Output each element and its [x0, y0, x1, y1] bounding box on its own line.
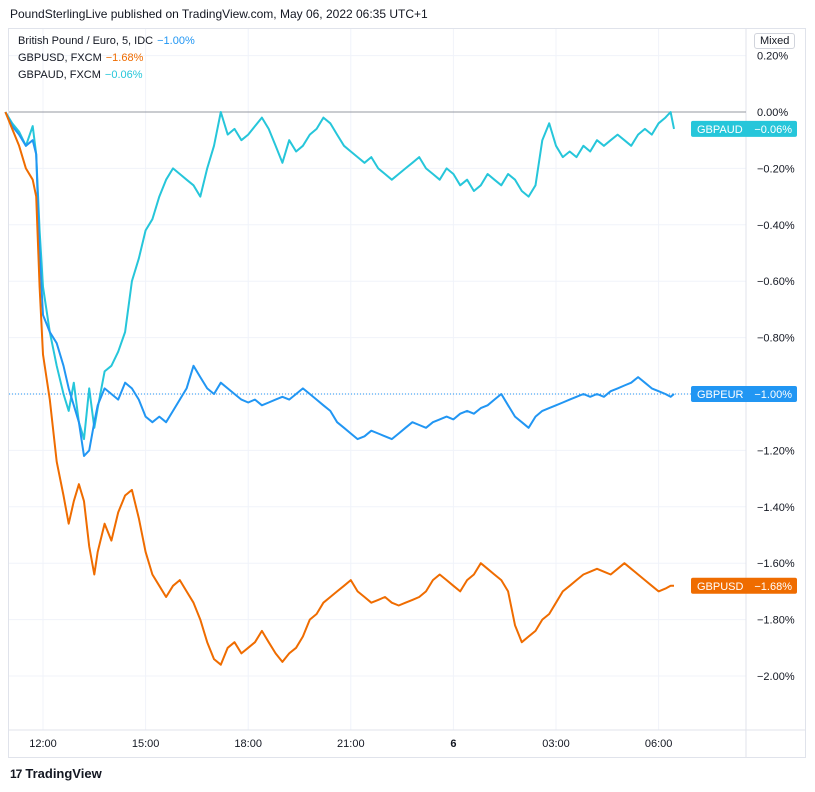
- y-tick-label: −0.80%: [757, 333, 795, 345]
- chart-frame: [8, 28, 806, 758]
- price-tag-bg: [691, 120, 797, 137]
- x-tick-label: 06:00: [645, 738, 673, 750]
- legend-row-gbpusd[interactable]: GBPUSD, FXCM −1.68%: [18, 50, 195, 67]
- tradingview-logo-icon: 17: [10, 766, 22, 781]
- price-tag-bg: [691, 577, 797, 594]
- tradingview-footer[interactable]: 17 TradingView: [10, 766, 102, 781]
- price-tag-bg: [691, 386, 797, 402]
- legend-row-gbpaud[interactable]: GBPAUD, FXCM −0.06%: [18, 67, 195, 84]
- x-tick-label: 6: [450, 738, 456, 750]
- y-tick-label: −0.40%: [757, 220, 795, 232]
- y-tick-label: −1.60%: [757, 558, 795, 570]
- series-line-gbpusd[interactable]: [4, 111, 674, 666]
- brand-label: TradingView: [25, 766, 102, 781]
- y-tick-label: −1.80%: [757, 615, 795, 627]
- legend-value: −0.06%: [104, 69, 143, 81]
- x-tick-label: 12:00: [29, 738, 57, 750]
- scale-mode-button[interactable]: Mixed: [754, 33, 796, 49]
- series-line-gbpeur[interactable]: [4, 111, 675, 457]
- legend-value: −1.00%: [157, 35, 195, 47]
- publisher-header: PoundSterlingLive published on TradingVi…: [10, 7, 428, 21]
- y-tick-label: −1.20%: [757, 445, 795, 457]
- price-tag-gbpusd: GBPUSD −1.68%: [691, 577, 797, 594]
- legend-label: GBPAUD, FXCM: [18, 69, 101, 81]
- y-tick-label: −1.40%: [757, 502, 795, 514]
- x-axis: 12:00 15:00 18:00 21:00 6 03:00 06:00: [29, 738, 672, 750]
- legend-value: −1.68%: [105, 52, 144, 64]
- price-tag-gbpeur: GBPEUR −1.00%: [691, 386, 797, 402]
- price-tag-value: −1.00%: [754, 389, 792, 401]
- legend-label: GBPUSD, FXCM: [18, 52, 102, 64]
- price-tag-symbol: GBPEUR: [697, 389, 744, 401]
- price-tags: GBPAUD −0.06% GBPEUR −1.00% GBPUSD −1.68%: [691, 120, 797, 594]
- y-tick-label: 0.20%: [757, 51, 788, 63]
- price-tag-symbol: GBPAUD: [697, 124, 743, 136]
- price-tag-value: −0.06%: [754, 124, 792, 136]
- chart-legend: British Pound / Euro, 5, IDC −1.00% GBPUS…: [18, 33, 195, 84]
- x-tick-label: 21:00: [337, 738, 365, 750]
- legend-row-gbpeur[interactable]: British Pound / Euro, 5, IDC −1.00%: [18, 33, 195, 50]
- y-tick-label: 0.00%: [757, 107, 788, 119]
- y-tick-label: −0.20%: [757, 163, 795, 175]
- price-tag-value: −1.68%: [754, 581, 792, 593]
- y-tick-label: −2.00%: [757, 671, 795, 683]
- x-tick-label: 15:00: [132, 738, 160, 750]
- legend-label: British Pound / Euro, 5, IDC: [18, 35, 154, 47]
- chart-grid: [9, 29, 806, 758]
- x-tick-label: 18:00: [234, 738, 262, 750]
- y-tick-label: −0.60%: [757, 276, 795, 288]
- chart-series: [4, 111, 746, 666]
- price-tag-symbol: GBPUSD: [697, 581, 744, 593]
- price-tag-gbpaud: GBPAUD −0.06%: [691, 120, 797, 137]
- x-tick-label: 03:00: [542, 738, 570, 750]
